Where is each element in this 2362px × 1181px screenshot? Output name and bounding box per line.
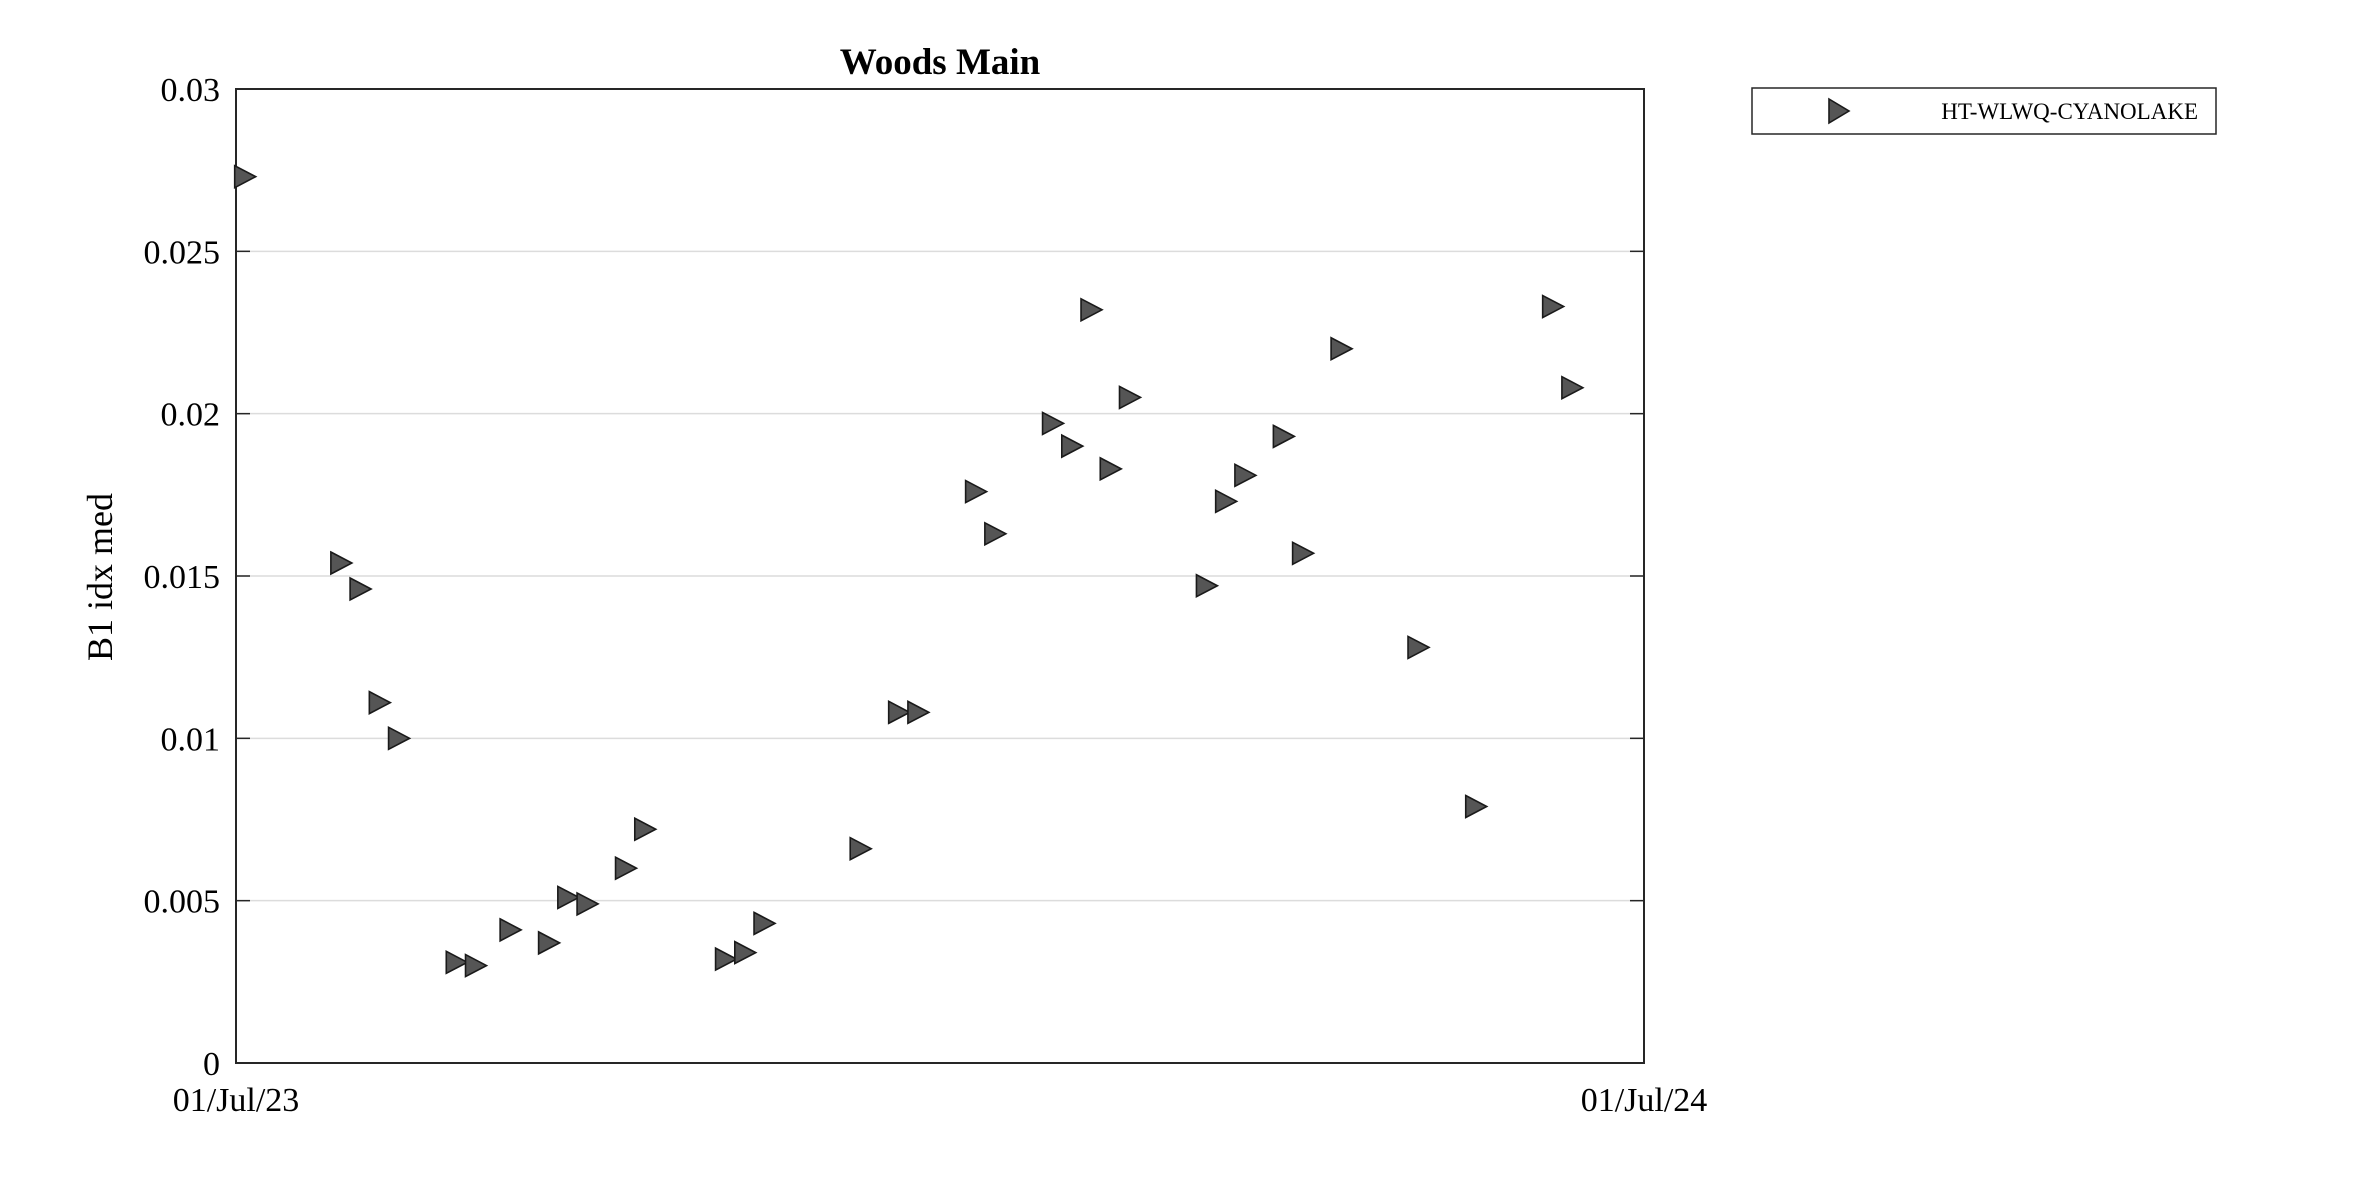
data-point — [633, 816, 658, 842]
x-axis: 01/Jul/23 01/Jul/24 — [173, 1049, 1708, 1119]
data-point — [1195, 573, 1220, 599]
data-point — [1234, 463, 1258, 488]
data-point — [1214, 489, 1239, 514]
legend: HT-WLWQ-CYANOLAKE — [1751, 87, 2217, 135]
data-point — [964, 479, 989, 504]
x-tick-label: 01/Jul/24 — [1581, 1082, 1708, 1119]
data-point — [1330, 336, 1354, 362]
y-tick-label: 0.02 — [161, 397, 221, 434]
data-point — [1118, 385, 1143, 410]
data-point — [614, 855, 639, 881]
data-point — [387, 726, 412, 751]
data-point — [1407, 635, 1431, 660]
y-axis: 0 0.005 0.01 0.015 0.02 0.025 0.03 — [144, 72, 1644, 1083]
y-axis-label: B1 idx med — [80, 493, 120, 661]
data-point — [753, 911, 777, 936]
data-point — [1061, 433, 1085, 459]
data-point — [1541, 294, 1566, 319]
y-tick-label: 0.03 — [161, 72, 221, 109]
data-point — [233, 164, 258, 189]
grid-lines — [236, 250, 1644, 902]
data-point — [1272, 424, 1297, 449]
data-point — [984, 521, 1008, 547]
data-point — [537, 930, 562, 956]
data-points — [233, 164, 1585, 978]
data-point — [714, 946, 739, 972]
data-point — [330, 550, 354, 576]
legend-marker-triangle-right-icon — [1828, 97, 1851, 125]
data-point — [1464, 794, 1489, 819]
data-point — [464, 953, 489, 978]
data-point — [576, 891, 600, 917]
y-tick-label: 0.01 — [161, 721, 221, 758]
x-tick-label: 01/Jul/23 — [173, 1082, 300, 1119]
data-point — [557, 885, 581, 910]
data-point — [445, 950, 470, 975]
y-tick-label: 0 — [203, 1046, 220, 1083]
data-point — [907, 700, 931, 725]
y-tick-label: 0.015 — [144, 559, 221, 596]
data-point — [1080, 297, 1104, 323]
data-point — [1291, 540, 1316, 566]
data-point — [1561, 375, 1585, 401]
data-point — [887, 700, 912, 725]
y-tick-label: 0.025 — [144, 234, 221, 271]
data-point — [349, 576, 373, 602]
chart-title: Woods Main — [840, 42, 1041, 83]
data-point — [734, 940, 758, 965]
data-point — [368, 690, 393, 715]
data-point — [1099, 456, 1123, 482]
data-point — [1041, 411, 1066, 436]
data-point — [499, 917, 523, 943]
data-point — [849, 836, 873, 862]
legend-entry-label: HT-WLWQ-CYANOLAKE — [1941, 99, 2198, 124]
y-tick-label: 0.005 — [144, 884, 221, 921]
